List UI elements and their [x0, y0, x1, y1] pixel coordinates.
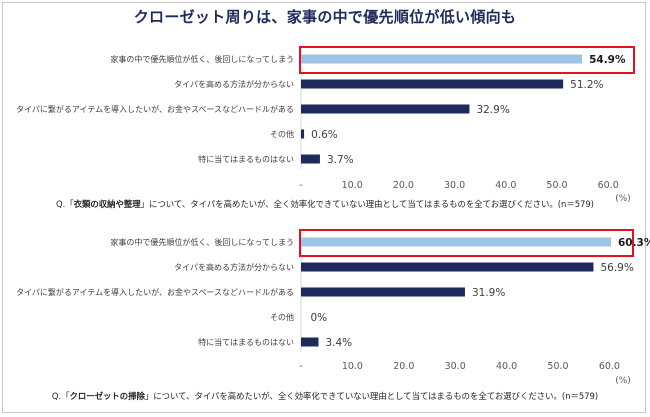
chart1-bar: [301, 104, 470, 114]
chart2-tick-label: -: [299, 361, 302, 372]
chart1-tick-label: 40.0: [495, 180, 516, 191]
chart1-value-label: 51.2%: [570, 79, 603, 91]
chart1-category-label: その他: [270, 129, 294, 139]
chart2-category-label: その他: [270, 312, 294, 322]
chart2-bar: [301, 287, 465, 297]
chart2-value-label: 3.4%: [325, 337, 352, 349]
chart2-category-label: 家事の中で優先順位が低く、後回しになってしまう: [110, 237, 294, 247]
chart2-tick-label: 20.0: [393, 361, 414, 372]
chart1-highlight-box: [299, 46, 635, 74]
chart2-value-label: 31.9%: [472, 287, 505, 299]
chart1-bar: [301, 79, 564, 89]
chart1-tick-label: 30.0: [444, 180, 465, 191]
chart2-tick-label: 30.0: [445, 361, 466, 372]
chart2-value-label: 0%: [311, 312, 328, 324]
chart1-tick-label: 60.0: [598, 180, 619, 191]
chart1-category-label: 家事の中で優先順位が低く、後回しになってしまう: [110, 54, 294, 64]
chart2-tick-label: 50.0: [547, 361, 568, 372]
chart1-bar: [301, 154, 320, 164]
chart2-bar: [301, 237, 611, 247]
chart1-tick-label: 20.0: [393, 180, 414, 191]
chart2-category-label: タイパに繋がるアイテムを導入したいが、お金やスペースなどハードルがある: [16, 287, 294, 297]
chart2-category-label: タイパを高める方法が分からない: [174, 262, 294, 272]
chart1-value-label: 32.9%: [476, 104, 509, 116]
chart2-question-caption: Q.「クローゼットの掃除」について、タイパを高めたいが、全く効率化できていない理…: [52, 391, 598, 401]
chart1-category-label: タイパに繋がるアイテムを導入したいが、お金やスペースなどハードルがある: [16, 104, 294, 114]
chart1-bar: [301, 129, 305, 139]
chart2-value-label: 56.9%: [600, 262, 633, 274]
chart2-highlight-box: [299, 229, 634, 257]
chart2-tick-label: 60.0: [599, 361, 620, 372]
chart1-bar: [301, 54, 583, 64]
chart2-bar: [301, 262, 594, 272]
chart1-tick-label: 10.0: [342, 180, 363, 191]
chart1-unit-label: (%): [615, 194, 631, 204]
chart2-tick-label: 40.0: [496, 361, 517, 372]
chart1-category-label: 特に当てはまるものはない: [198, 154, 294, 164]
chart1-tick-label: 50.0: [546, 180, 567, 191]
chart2-category-label: 特に当てはまるものはない: [198, 337, 294, 347]
chart1-tick-label: -: [299, 180, 302, 191]
chart2-unit-label: (%): [615, 376, 631, 386]
chart1-value-label: 3.7%: [327, 154, 354, 166]
chart1-category-label: タイパを高める方法が分からない: [174, 79, 294, 89]
chart1-value-label: 54.9%: [589, 54, 626, 66]
figure-frame: [2, 2, 646, 413]
chart1-question-caption: Q.「衣類の収納や整理」について、タイパを高めたいが、全く効率化できていない理由…: [56, 199, 594, 209]
figure-title: クローゼット周りは、家事の中で優先順位が低い傾向も: [133, 8, 517, 26]
chart2-bar: [301, 337, 319, 347]
chart1-value-label: 0.6%: [311, 129, 338, 141]
chart2-tick-label: 10.0: [342, 361, 363, 372]
